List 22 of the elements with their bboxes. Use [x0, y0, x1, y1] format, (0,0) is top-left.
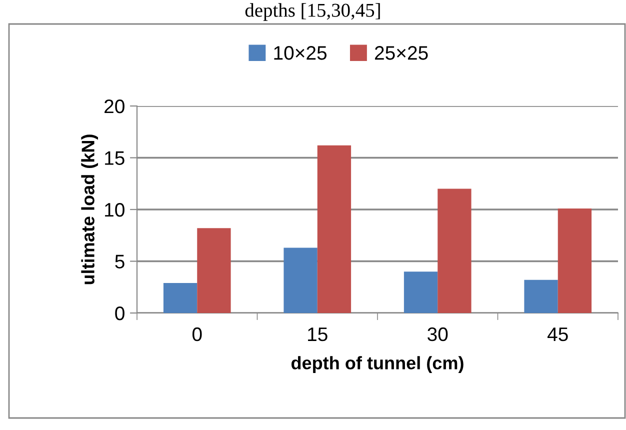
legend-label: 10×25 [274, 46, 327, 60]
x-axis-title: depth of tunnel (cm) [291, 356, 464, 373]
bar [404, 272, 438, 313]
bar [284, 248, 318, 313]
bar [524, 280, 558, 313]
x-tick-label: 15 [308, 328, 328, 342]
bar [317, 145, 352, 313]
bar [163, 282, 198, 313]
bar [558, 208, 592, 313]
chart-title: depths [15,30,45] [245, 3, 380, 21]
bar [197, 228, 231, 313]
y-tick-label: 15 [105, 151, 124, 165]
x-tick-label: 0 [192, 327, 202, 342]
y-tick-label: 0 [115, 306, 124, 320]
legend-label: 25×25 [375, 46, 428, 60]
y-tick-label: 5 [115, 254, 124, 268]
bar [438, 188, 472, 313]
y-tick-label: 20 [104, 99, 124, 114]
x-tick-label: 45 [548, 328, 568, 342]
y-axis-title: ultimate load (kN) [81, 134, 98, 284]
y-tick-label: 10 [105, 202, 124, 217]
x-tick-label: 30 [428, 327, 448, 342]
